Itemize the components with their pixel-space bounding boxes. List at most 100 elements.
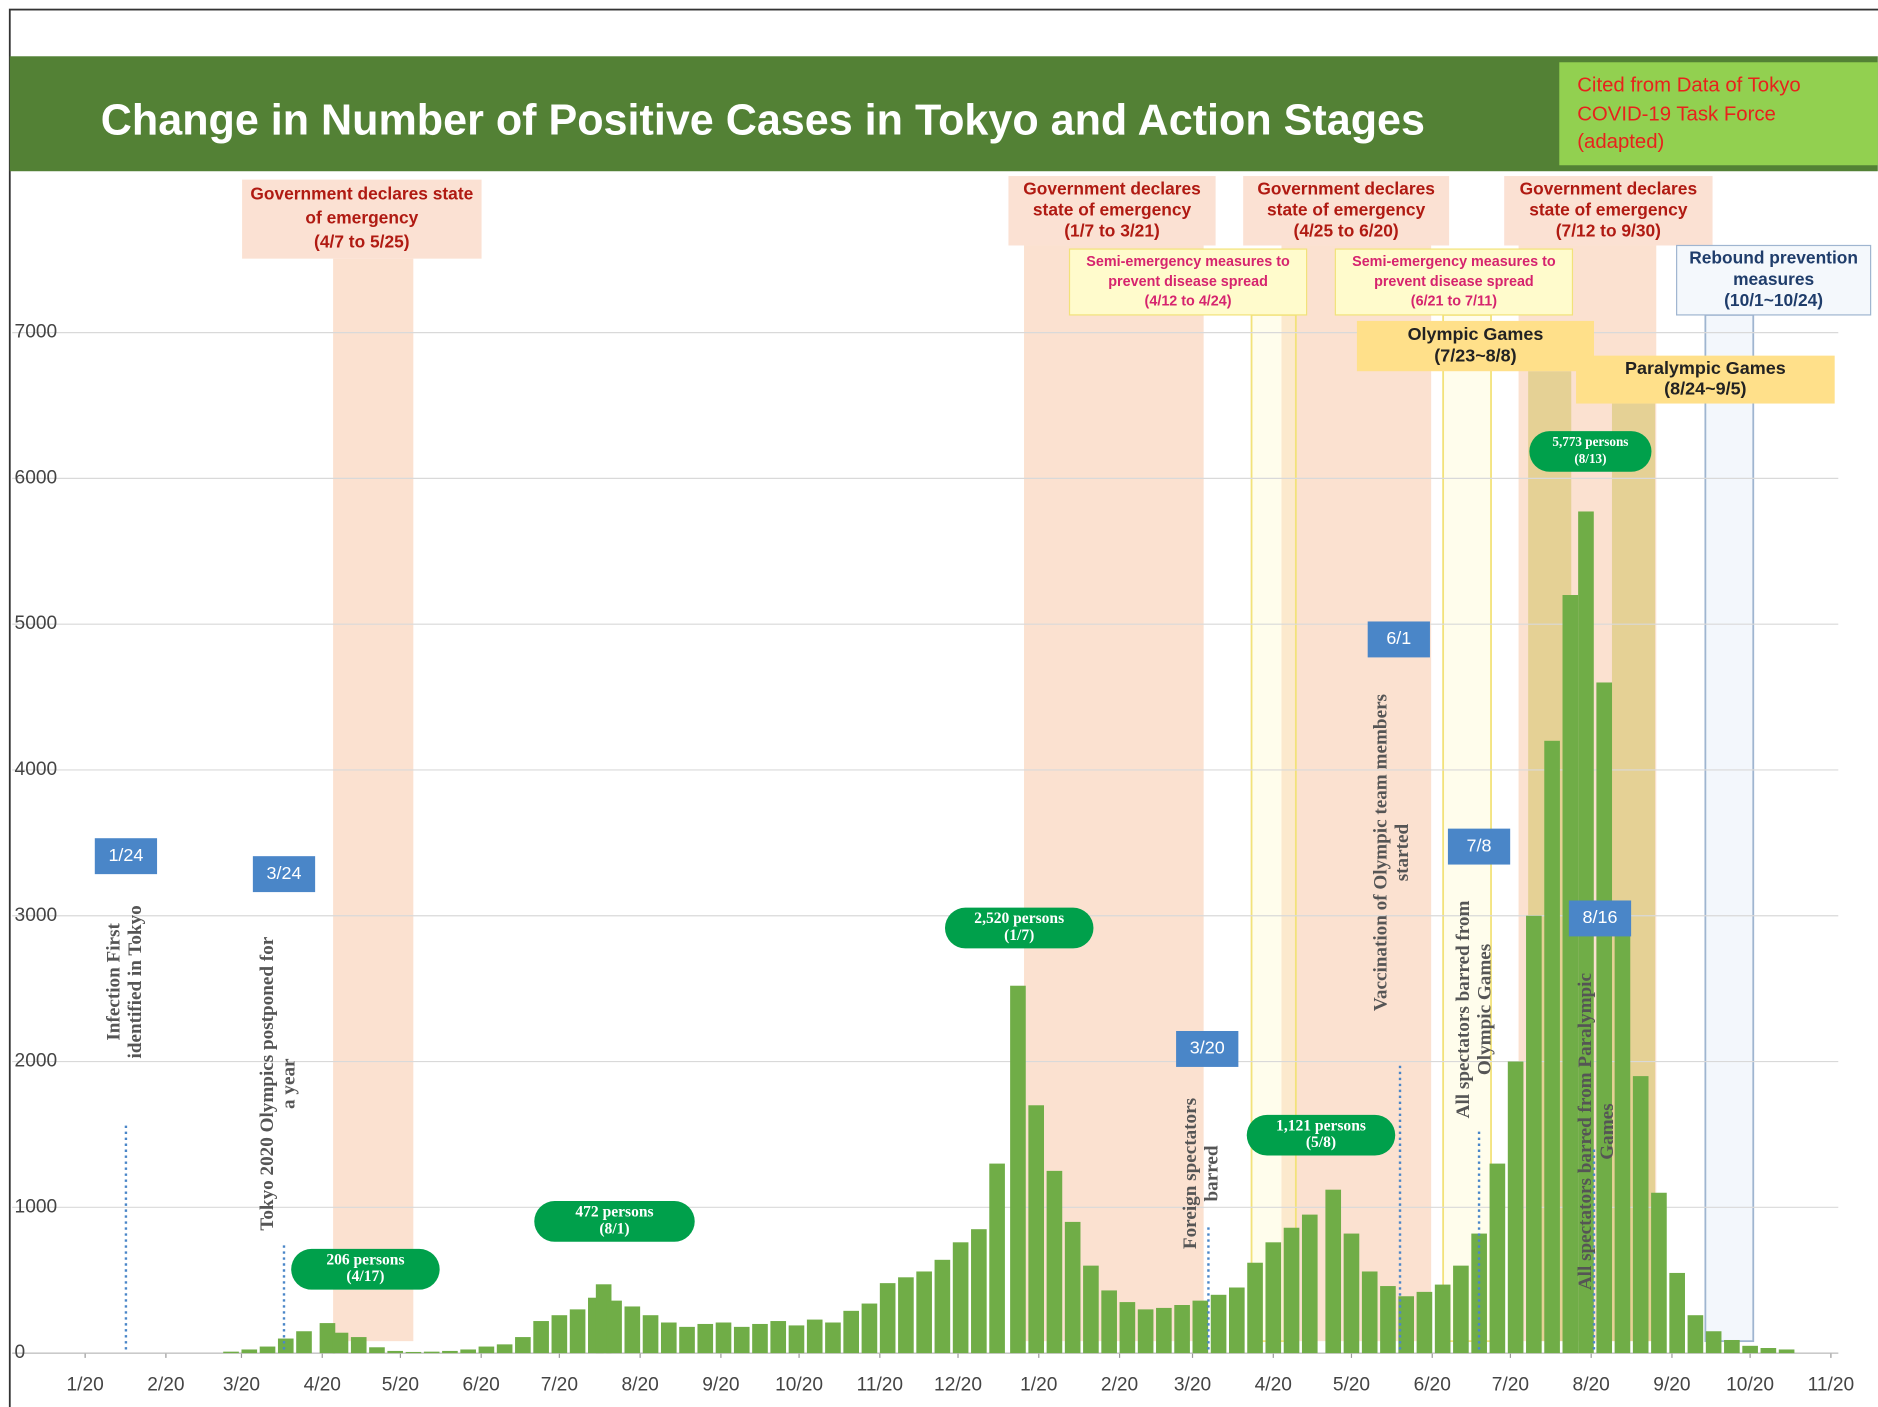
period-label: (4/12 to 4/24) [1145, 294, 1232, 310]
event-label: All spectators barred from [1453, 901, 1474, 1119]
bar [515, 1337, 531, 1354]
peak-bubble [1529, 431, 1652, 472]
x-tick-label: 10/20 [1726, 1375, 1774, 1396]
x-tick-label: 12/20 [934, 1375, 982, 1396]
period-box [1243, 176, 1450, 246]
event-date: 3/20 [1190, 1038, 1225, 1058]
bar [533, 1321, 549, 1354]
period-label: Government declares [1520, 178, 1698, 198]
period-label: Government declares [1023, 178, 1201, 198]
period-label: Government declares [1257, 178, 1435, 198]
peak-label: (8/13) [1574, 451, 1606, 466]
bar [788, 1325, 805, 1354]
bar [259, 1346, 276, 1354]
source-line: COVID-19 Task Force [1577, 103, 1776, 125]
bar [1101, 1290, 1117, 1354]
period-label: (4/7 to 5/25) [314, 232, 410, 252]
peak-label: 1,121 persons [1276, 1117, 1366, 1134]
x-tick-label: 3/20 [223, 1375, 260, 1396]
bar [1210, 1294, 1227, 1354]
x-tick-label: 1/20 [67, 1375, 104, 1396]
event-label: All spectators barred from Paralympic [1575, 973, 1596, 1291]
period-box [242, 179, 482, 259]
period-band [1281, 245, 1432, 1342]
bar [606, 1300, 622, 1354]
period-box [1334, 248, 1574, 316]
bar [733, 1326, 750, 1354]
period-label: (8/24~9/5) [1664, 379, 1746, 399]
bar [442, 1350, 458, 1354]
period-band [333, 258, 414, 1342]
bar [898, 1277, 914, 1354]
bar [387, 1350, 404, 1354]
bar [496, 1344, 513, 1354]
period-label: prevent disease spread [1108, 274, 1268, 290]
bar [369, 1347, 385, 1354]
peak-label: (4/17) [346, 1268, 384, 1285]
bar [551, 1315, 568, 1354]
peak-bubble [534, 1201, 695, 1242]
bar [1046, 1170, 1063, 1354]
x-tick-label: 3/20 [1174, 1375, 1211, 1396]
source-box [1559, 62, 1878, 166]
period-label: (6/21 to 7/11) [1411, 294, 1497, 310]
bar [277, 1338, 294, 1354]
bar [1742, 1345, 1758, 1354]
bar [806, 1319, 823, 1354]
period-label: (1/7 to 3/21) [1064, 220, 1160, 240]
bar [460, 1349, 476, 1354]
event-date: 8/16 [1583, 907, 1618, 927]
peak-label: (8/1) [599, 1220, 629, 1237]
annotations: Government declares state of emergency (4/… [15, 176, 1872, 1396]
period-box [1356, 320, 1595, 372]
event-label: Games [1597, 1103, 1618, 1159]
x-tick-label: 9/20 [1653, 1375, 1690, 1396]
bar [697, 1323, 714, 1354]
bar [1064, 1221, 1081, 1354]
bar [879, 1283, 896, 1354]
period-label: state of emergency [1267, 199, 1426, 219]
period-box [1068, 248, 1308, 316]
bar [1398, 1296, 1414, 1354]
bar [350, 1337, 367, 1354]
period-box [1504, 176, 1713, 246]
bar [478, 1346, 495, 1354]
y-tick-label: 5000 [15, 613, 58, 634]
peak-label: 2,520 persons [974, 910, 1064, 927]
period-label: Olympic Games [1408, 324, 1544, 344]
bar [624, 1306, 641, 1354]
event-date-box [1568, 900, 1632, 937]
x-tick-label: 4/20 [304, 1375, 341, 1396]
frame [8, 8, 1878, 1407]
bar [1028, 1105, 1045, 1354]
title: Change in Number of Positive Cases in To… [101, 97, 1425, 145]
event-date: 7/8 [1467, 835, 1492, 855]
bar [1083, 1265, 1099, 1354]
period-label: state of emergency [1529, 199, 1688, 219]
event-date: 3/24 [267, 863, 302, 883]
bar [1119, 1302, 1136, 1354]
bar [1724, 1339, 1740, 1354]
y-tick-label: 3000 [15, 905, 58, 926]
period-label: of emergency [305, 208, 418, 228]
x-tick-label: 5/20 [1333, 1375, 1370, 1396]
peak-label: 5,773 persons [1552, 434, 1628, 449]
bar [319, 1323, 336, 1354]
bar [1705, 1331, 1722, 1354]
bar [679, 1326, 695, 1354]
event-label: Infection First [104, 923, 125, 1041]
y-tick-label: 1000 [15, 1196, 58, 1217]
bar [1137, 1309, 1154, 1354]
bar [1343, 1233, 1360, 1354]
x-tick-label: 11/20 [1808, 1375, 1854, 1396]
x-tick-label: 9/20 [702, 1375, 739, 1396]
bar [1174, 1305, 1190, 1354]
period-label: (10/1~10/24) [1724, 290, 1823, 310]
bar [1192, 1300, 1209, 1354]
peak-label: (1/7) [1004, 927, 1034, 944]
event-date-box [94, 838, 158, 875]
x-tick-label: 7/20 [1492, 1375, 1529, 1396]
bar [1156, 1307, 1172, 1354]
